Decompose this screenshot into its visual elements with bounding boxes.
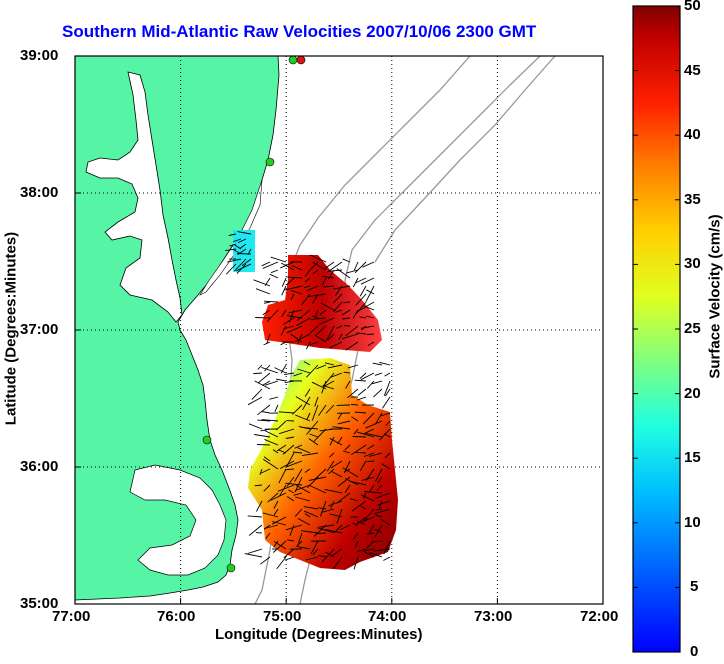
colorbar-tick-label: 10 [684, 514, 701, 531]
station-marker [227, 564, 235, 572]
velocity-vector [257, 445, 270, 446]
colorbar-tick-label: 40 [684, 126, 701, 143]
colorbar-tick-label: 0 [690, 643, 698, 660]
x-tick-label: 72:00 [580, 608, 618, 625]
colorbar-tick-label: 20 [684, 385, 701, 402]
x-tick-label: 76:00 [157, 608, 195, 625]
x-tick-label: 74:00 [368, 608, 406, 625]
colorbar-tick-label: 25 [684, 320, 701, 337]
x-tick-label: 73:00 [474, 608, 512, 625]
chart-title-text: Southern Mid-Atlantic Raw Velocities 200… [62, 22, 536, 42]
colorbar-tick-label: 15 [684, 449, 701, 466]
velocity-vector [344, 326, 350, 327]
x-axis-label: Longitude (Degrees:Minutes) [215, 626, 423, 643]
y-tick-label: 37:00 [20, 321, 58, 338]
y-axis-label: Latitude (Degrees:Minutes) [3, 229, 20, 429]
station-marker [289, 56, 297, 64]
colorbar-tick-label: 50 [684, 0, 701, 14]
station-marker [266, 158, 274, 166]
y-tick-label: 36:00 [20, 458, 58, 475]
velocity-vector [367, 334, 374, 335]
colorbar-tick-label: 45 [684, 62, 701, 79]
velocity-vector [353, 437, 367, 438]
x-tick-label: 75:00 [263, 608, 301, 625]
velocity-vector [317, 533, 326, 534]
colorbar-tick-label: 30 [684, 255, 701, 272]
station-marker-red [297, 56, 305, 64]
map-layer [75, 56, 603, 604]
velocity-vector [255, 318, 270, 319]
y-tick-label: 39:00 [20, 47, 58, 64]
colorbar-label: Surface Velocity (cm/s) [707, 202, 724, 392]
colorbar-tick-label: 35 [684, 191, 701, 208]
velocity-vector [351, 404, 358, 405]
colorbar-tick-label: 5 [690, 578, 698, 595]
x-tick-label: 77:00 [52, 608, 90, 625]
velocity-vector [355, 452, 366, 453]
station-marker [203, 436, 211, 444]
colorbar [633, 6, 680, 652]
y-tick-label: 38:00 [20, 184, 58, 201]
